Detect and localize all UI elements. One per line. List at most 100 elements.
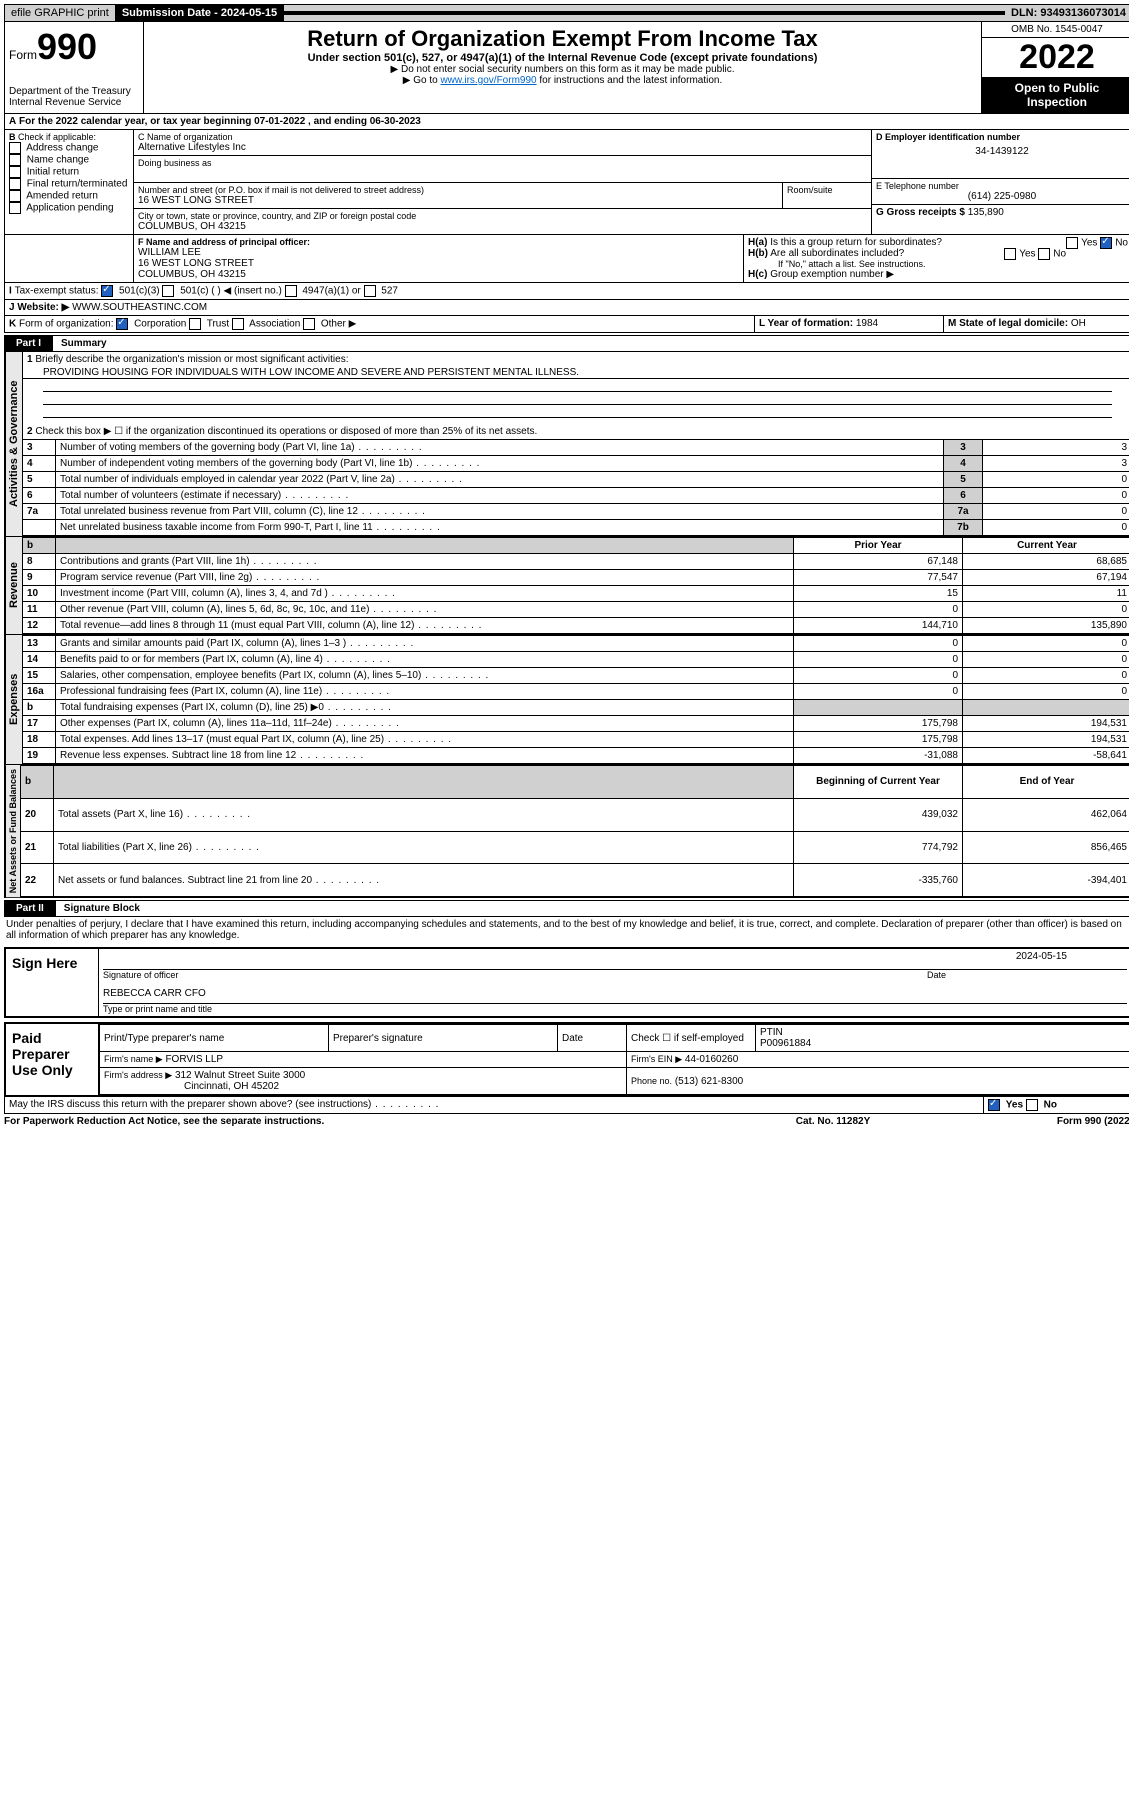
firm-ein: 44-0160260 [685, 1054, 738, 1065]
side-expenses: Expenses [5, 635, 23, 764]
sig-date-label: Date [927, 970, 1127, 980]
city-label: City or town, state or province, country… [138, 211, 867, 221]
m-label: M State of legal domicile: [948, 318, 1071, 329]
officer-addr1: 16 WEST LONG STREET [138, 258, 739, 269]
b-option: Final return/terminated [9, 178, 129, 190]
officer-name-title: REBECCA CARR CFO [103, 988, 1127, 999]
table-row: 5 Total number of individuals employed i… [23, 472, 1129, 488]
e-label: E Telephone number [876, 181, 1128, 191]
b-checkbox[interactable] [9, 154, 21, 166]
netassets-section: Net Assets or Fund Balances b Beginning … [4, 765, 1129, 898]
efile-label: efile GRAPHIC print [5, 5, 116, 21]
ha-yes-checkbox[interactable] [1066, 237, 1078, 249]
table-header: b Prior Year Current Year [23, 538, 1129, 554]
f-label: F Name and address of principal officer: [138, 237, 310, 247]
h-note: If "No," attach a list. See instructions… [748, 259, 1128, 269]
d-label: D Employer identification number [876, 132, 1020, 142]
form990-link[interactable]: www.irs.gov/Form990 [440, 75, 536, 86]
hb-no-checkbox[interactable] [1038, 248, 1050, 260]
k-other-checkbox[interactable] [303, 318, 315, 330]
part1-label: Part I [4, 336, 53, 351]
side-netassets: Net Assets or Fund Balances [5, 765, 21, 897]
discuss-no: No [1044, 1100, 1057, 1111]
l1-text: Briefly describe the organization's miss… [35, 354, 348, 365]
yes-label2: Yes [1019, 249, 1035, 260]
blank-line1 [43, 379, 1112, 392]
sig-officer-label: Signature of officer [103, 970, 927, 980]
dln: DLN: 93493136073014 [1005, 5, 1129, 21]
firm-addr2: Cincinnati, OH 45202 [104, 1081, 279, 1092]
ptin-label: PTIN [760, 1027, 783, 1038]
i-501c3-checkbox[interactable] [101, 285, 113, 297]
k-corp-checkbox[interactable] [116, 318, 128, 330]
discuss-text: May the IRS discuss this return with the… [9, 1099, 371, 1110]
b-option: Address change [9, 142, 129, 154]
ein-label: Firm's EIN ▶ [631, 1054, 682, 1064]
table-row: 10 Investment income (Part VIII, column … [23, 586, 1129, 602]
table-row: 9 Program service revenue (Part VIII, li… [23, 570, 1129, 586]
b-checkbox[interactable] [9, 142, 21, 154]
firm-phone: (513) 621-8300 [675, 1076, 743, 1087]
k-assoc-checkbox[interactable] [232, 318, 244, 330]
line-j: J Website: ▶ WWW.SOUTHEASTINC.COM [4, 300, 1129, 316]
p-name-label: Print/Type preparer's name [100, 1025, 329, 1052]
org-name: Alternative Lifestyles Inc [138, 142, 867, 153]
i-4947-checkbox[interactable] [285, 285, 297, 297]
b-option: Name change [9, 154, 129, 166]
hb-yes-checkbox[interactable] [1004, 248, 1016, 260]
omb-number: OMB No. 1545-0047 [982, 22, 1129, 38]
k-trust-checkbox[interactable] [189, 318, 201, 330]
l2-text: Check this box ▶ ☐ if the organization d… [35, 426, 537, 437]
g-label: G Gross receipts $ [876, 207, 965, 218]
i-label: Tax-exempt status: [15, 286, 99, 297]
part2-header: Part II Signature Block [4, 900, 1129, 917]
gross-receipts: 135,890 [968, 207, 1004, 218]
b-checkbox[interactable] [9, 190, 21, 202]
part1-header: Part I Summary [4, 335, 1129, 352]
c-name-label: C Name of organization [138, 132, 867, 142]
discuss-yes-checkbox[interactable] [988, 1099, 1000, 1111]
p-sig-label: Preparer's signature [329, 1025, 558, 1052]
k-o1: Corporation [134, 319, 186, 330]
b-option: Amended return [9, 190, 129, 202]
k-o4: Other ▶ [321, 319, 356, 330]
firm-name: FORVIS LLP [165, 1054, 223, 1065]
l-val: 1984 [856, 318, 878, 329]
line-a-text: For the 2022 calendar year, or tax year … [19, 116, 421, 127]
footer-left: For Paperwork Reduction Act Notice, see … [4, 1116, 733, 1127]
form-number: Form990 [9, 26, 139, 68]
top-bar: efile GRAPHIC print Submission Date - 20… [4, 4, 1129, 22]
ha-no-checkbox[interactable] [1100, 237, 1112, 249]
h-a: H(a) Is this a group return for subordin… [748, 237, 1128, 248]
sign-here-block: Sign Here 2024-05-15 Signature of office… [4, 947, 1129, 1018]
l-label: L Year of formation: [759, 318, 856, 329]
goto-post: for instructions and the latest informat… [537, 75, 723, 86]
dept-treasury: Department of the Treasury [9, 86, 139, 97]
table-row: 18 Total expenses. Add lines 13–17 (must… [23, 732, 1129, 748]
table-row: 3 Number of voting members of the govern… [23, 440, 1129, 456]
revenue-table: b Prior Year Current Year8 Contributions… [23, 537, 1129, 634]
website: WWW.SOUTHEASTINC.COM [72, 302, 207, 313]
discuss-no-checkbox[interactable] [1026, 1099, 1038, 1111]
table-row: 21 Total liabilities (Part X, line 26) 7… [21, 831, 1129, 864]
b-option: Initial return [9, 166, 129, 178]
submission-date: Submission Date - 2024-05-15 [116, 5, 284, 21]
k-o2: Trust [207, 319, 229, 330]
b-checkbox[interactable] [9, 166, 21, 178]
penalty-text: Under penalties of perjury, I declare th… [4, 917, 1129, 943]
p-date-label: Date [558, 1025, 627, 1052]
i-o3: 4947(a)(1) or [302, 286, 360, 297]
k-o3: Association [249, 319, 300, 330]
i-501c-checkbox[interactable] [162, 285, 174, 297]
b-checkbox[interactable] [9, 202, 21, 214]
i-527-checkbox[interactable] [364, 285, 376, 297]
table-row: 19 Revenue less expenses. Subtract line … [23, 748, 1129, 764]
irs: Internal Revenue Service [9, 97, 139, 108]
form-title: Return of Organization Exempt From Incom… [152, 26, 973, 52]
subtitle-1: Under section 501(c), 527, or 4947(a)(1)… [152, 52, 973, 64]
expenses-table: 13 Grants and similar amounts paid (Part… [23, 635, 1129, 764]
expenses-section: Expenses 13 Grants and similar amounts p… [4, 635, 1129, 765]
table-row: 12 Total revenue—add lines 8 through 11 … [23, 618, 1129, 634]
b-checkbox[interactable] [9, 178, 21, 190]
tax-year: 2022 [982, 38, 1129, 77]
